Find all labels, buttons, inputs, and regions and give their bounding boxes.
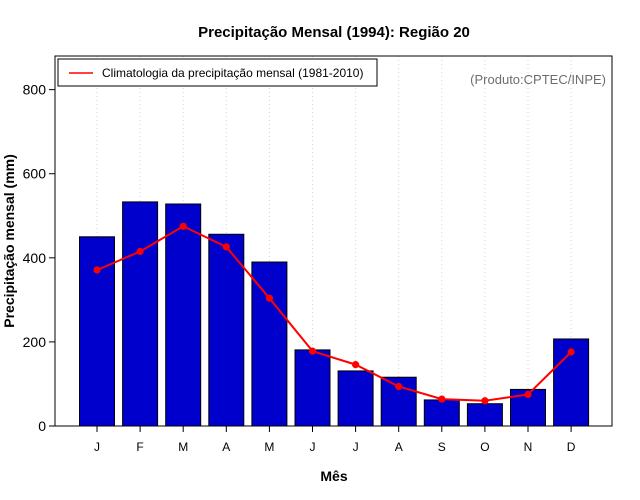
climatology-point-6 — [352, 361, 360, 369]
legend-label: Climatologia da precipitação mensal (198… — [102, 66, 363, 80]
x-tick-label: O — [480, 440, 489, 454]
legend-box — [57, 58, 378, 87]
x-tick-label: J — [94, 440, 100, 454]
bars — [79, 201, 590, 427]
climatology-line — [93, 222, 575, 405]
climatology-point-3 — [222, 243, 230, 251]
x-tick-label: A — [395, 440, 403, 454]
bar-2 — [165, 203, 202, 427]
bar-8 — [423, 399, 460, 427]
y-tick-label: 200 — [23, 334, 47, 350]
bar-5 — [294, 349, 331, 427]
bar-9 — [466, 403, 503, 427]
bar-4 — [251, 261, 288, 427]
x-tick-label: J — [353, 440, 359, 454]
climatology-point-5 — [308, 347, 317, 355]
x-tick-label: F — [136, 440, 143, 454]
climatology-point-4 — [265, 294, 273, 302]
bar-3 — [208, 233, 245, 427]
plot-frame — [54, 55, 613, 427]
climatology-point-10 — [524, 390, 532, 399]
credit-label: (Produto:CPTEC/INPE) — [470, 72, 606, 87]
climatology-point-2 — [179, 222, 187, 230]
y-tick-label: 0 — [38, 418, 46, 434]
climatology-point-9 — [481, 397, 489, 405]
x-tick-label: S — [438, 440, 446, 454]
climatology-point-8 — [438, 395, 446, 403]
climatology-point-7 — [395, 382, 403, 391]
x-tick-label: J — [310, 440, 316, 454]
y-tick-label: 600 — [23, 166, 47, 182]
climatology-point-1 — [136, 247, 144, 256]
climatology-point-11 — [567, 348, 575, 356]
bar-1 — [122, 201, 159, 427]
x-tick-label: A — [222, 440, 230, 454]
y-axis-label: Precipitação mensal (mm) — [1, 154, 17, 328]
x-tick-label: N — [524, 440, 533, 454]
climatology-point-0 — [93, 266, 101, 274]
bar-11 — [553, 338, 590, 427]
x-axis-label: Mês — [320, 468, 347, 484]
legend: Climatologia da precipitação mensal (198… — [57, 58, 378, 87]
bar-6 — [337, 370, 374, 427]
y-tick-label: 400 — [23, 250, 47, 266]
x-tick-label: M — [264, 440, 274, 454]
x-tick-label: M — [178, 440, 188, 454]
chart-title: Precipitação Mensal (1994): Região 20 — [198, 24, 470, 41]
x-tick-label: D — [567, 440, 576, 454]
climatology-polyline — [96, 225, 572, 402]
y-tick-label: 800 — [23, 82, 47, 98]
y-axis: 0 200 400 600 800 — [23, 82, 55, 434]
